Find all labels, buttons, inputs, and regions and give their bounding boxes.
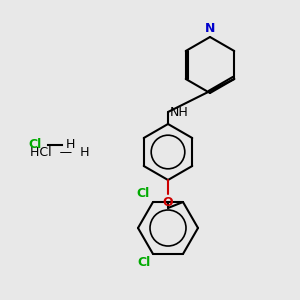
Text: O: O: [163, 196, 173, 209]
Text: Cl: Cl: [138, 256, 151, 269]
Text: Cl: Cl: [137, 187, 150, 200]
Text: H: H: [65, 139, 75, 152]
Text: HCl  —  H: HCl — H: [30, 146, 90, 158]
Text: Cl: Cl: [28, 139, 42, 152]
Text: NH: NH: [170, 106, 189, 118]
Text: N: N: [205, 22, 215, 35]
